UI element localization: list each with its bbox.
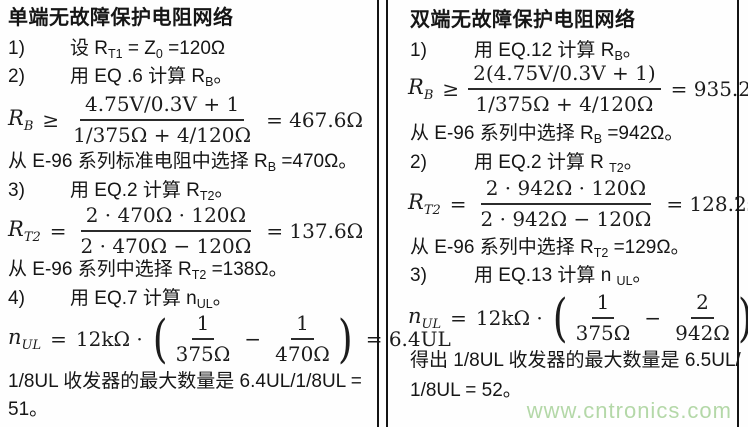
step-number: 4) xyxy=(8,288,25,309)
right-conclusion-line-2: 1/8UL = 52。 xyxy=(410,380,522,401)
right-conclusion-line-1: 得出 1/8UL 收发器的最大数量是 6.5UL/ xyxy=(410,350,741,371)
right-step-1: 1) 用 EQ.12 计算 RB。 xyxy=(410,39,642,68)
relation-sign: = xyxy=(449,192,467,216)
fraction: 2 · 470Ω · 120Ω 2 · 470Ω − 120Ω xyxy=(80,203,252,258)
step-text: 用 EQ .6 计算 RB。 xyxy=(70,66,233,89)
right-formula-rb: RB ≥ 2(4.75V/0.3V + 1) 1/375Ω + 4/120Ω = … xyxy=(408,62,748,116)
formula-result: = 137.6Ω xyxy=(266,219,364,243)
formula-variable: nUL xyxy=(8,325,42,353)
right-formula-rt2: RT2 = 2 · 942Ω · 120Ω 2 · 942Ω − 120Ω = 1… xyxy=(408,177,748,231)
right-step-2: 2) 用 EQ.2 计算 R T2。 xyxy=(410,151,643,180)
step-text: 用 EQ.7 计算 nUL。 xyxy=(70,288,232,311)
step-number: 2) xyxy=(8,66,25,87)
formula-variable: RT2 xyxy=(408,190,441,218)
fraction: 1 470Ω xyxy=(275,311,330,366)
left-select-rt2: 从 E-96 系列中选择 RT2 =138Ω。 xyxy=(8,259,288,282)
minus-sign: − xyxy=(244,327,262,351)
right-step-3: 3) 用 EQ.13 计算 n UL。 xyxy=(410,264,652,293)
coefficient: 12kΩ · xyxy=(75,327,143,351)
fraction: 2 942Ω xyxy=(675,290,730,345)
formula-result: = 128.2Ω xyxy=(666,192,748,216)
formula-variable: RB xyxy=(8,106,34,134)
page-right-border-rule xyxy=(737,0,739,427)
fraction: 1 375Ω xyxy=(175,311,231,366)
step-number: 1) xyxy=(8,38,25,59)
left-step-3: 3) 用 EQ.2 计算 RT2。 xyxy=(8,179,233,208)
left-conclusion-line-1: 1/8UL 收发器的最大数量是 6.4UL/1/8UL = xyxy=(8,371,362,392)
right-select-rb: 从 E-96 系列中选择 RB =942Ω。 xyxy=(410,123,684,146)
formula-result: = 467.6Ω xyxy=(266,108,364,132)
right-select-rt2: 从 E-96 系列中选择 RT2 =129Ω。 xyxy=(410,237,690,260)
step-text: 用 EQ.2 计算 RT2。 xyxy=(70,180,234,203)
relation-sign: = xyxy=(49,219,67,243)
left-column-title: 单端无故障保护电阻网络 xyxy=(8,7,234,29)
fraction: 2(4.75V/0.3V + 1) 1/375Ω + 4/120Ω xyxy=(468,62,661,116)
column-separator-double-rule xyxy=(377,0,388,427)
left-step-1: 1) 设 RT1 = Z0 =120Ω xyxy=(8,37,225,66)
relation-sign: ≥ xyxy=(442,77,460,101)
left-formula-rb: RB ≥ 4.75V/0.3V + 1 1/375Ω + 4/120Ω = 467… xyxy=(8,93,363,147)
fraction: 1 375Ω xyxy=(575,290,631,345)
left-step-2: 2) 用 EQ .6 计算 RB。 xyxy=(8,65,233,94)
left-select-rb: 从 E-96 系列标准电阻中选择 RB =470Ω。 xyxy=(8,151,358,174)
step-number: 3) xyxy=(8,180,25,201)
left-conclusion-line-2: 51。 xyxy=(8,399,49,420)
formula-variable: nUL xyxy=(408,304,442,332)
right-column-title: 双端无故障保护电阻网络 xyxy=(410,9,636,31)
left-paren: ( xyxy=(152,309,168,369)
watermark-site-url: www.cntronics.com xyxy=(526,398,732,423)
fraction: 4.75V/0.3V + 1 1/375Ω + 4/120Ω xyxy=(73,92,252,147)
step-number: 3) xyxy=(410,265,427,286)
relation-sign: = xyxy=(50,327,67,351)
formula-variable: RB xyxy=(408,75,434,103)
step-text: 设 RT1 = Z0 =120Ω xyxy=(70,38,226,61)
fraction: 2 · 942Ω · 120Ω 2 · 942Ω − 120Ω xyxy=(480,176,652,231)
step-number: 1) xyxy=(410,40,427,61)
minus-sign: − xyxy=(644,306,662,330)
formula-result: = 935.2Ω xyxy=(670,77,748,101)
step-text: 用 EQ.2 计算 R T2。 xyxy=(474,152,643,175)
formula-variable: RT2 xyxy=(8,217,41,245)
left-paren: ( xyxy=(552,288,568,348)
right-paren: ) xyxy=(337,309,353,369)
step-number: 2) xyxy=(410,152,427,173)
step-text: 用 EQ.13 计算 n UL。 xyxy=(474,265,652,288)
relation-sign: ≥ xyxy=(42,108,60,132)
left-formula-rt2: RT2 = 2 · 470Ω · 120Ω 2 · 470Ω − 120Ω = 1… xyxy=(8,204,363,258)
coefficient: 12kΩ · xyxy=(475,306,543,330)
relation-sign: = xyxy=(450,306,467,330)
right-paren: ) xyxy=(738,292,748,343)
left-step-4: 4) 用 EQ.7 计算 nUL。 xyxy=(8,287,232,316)
step-text: 用 EQ.12 计算 RB。 xyxy=(474,40,642,63)
formula-result: = 6.4UL xyxy=(365,327,451,351)
left-formula-nul: nUL = 12kΩ · ( 1 375Ω − 1 470Ω ) = 6.4UL xyxy=(8,312,451,366)
